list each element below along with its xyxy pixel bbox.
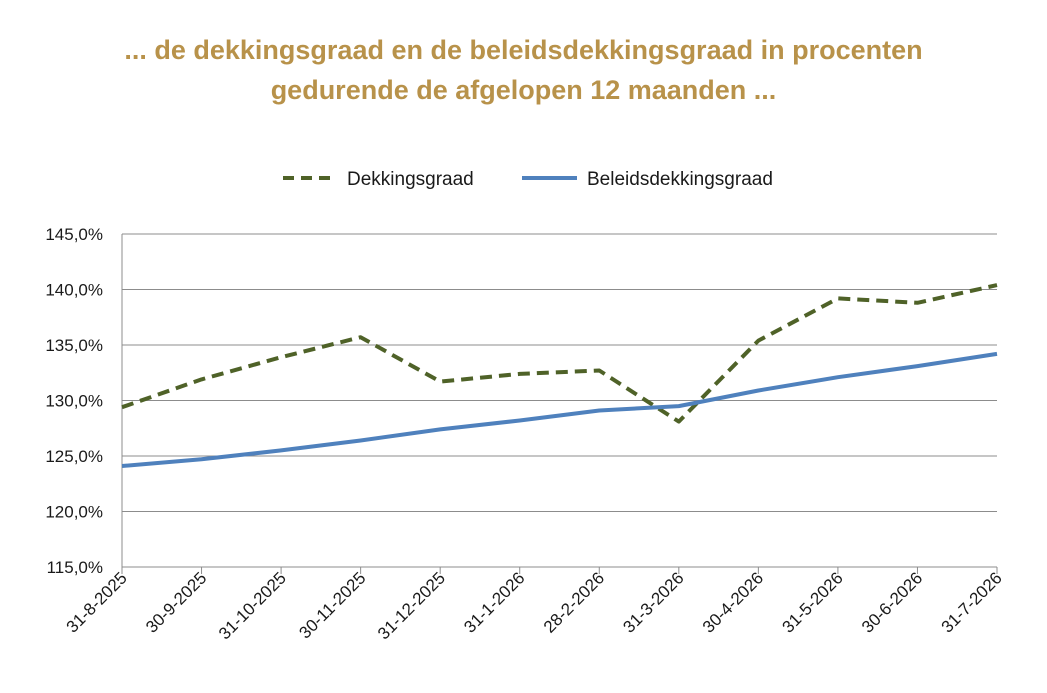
gridlines xyxy=(122,233,997,512)
y-tick-label: 115,0% xyxy=(47,558,103,577)
x-tick-label: 30-11-2025 xyxy=(295,568,369,642)
chart-title: ... de dekkingsgraad en de beleidsdekkin… xyxy=(0,30,1047,110)
legend-label-beleidsdekkingsgraad: Beleidsdekkingsgraad xyxy=(587,169,773,190)
x-tick-label: 31-3-2026 xyxy=(619,568,687,636)
series-line-dekkingsgraad xyxy=(121,283,998,424)
x-tick-label: 30-4-2026 xyxy=(699,568,767,636)
x-axis-tick-labels: 31-8-2025 30-9-2025 31-10-2025 30-11-2025 31… xyxy=(63,568,1006,643)
y-axis-tick-labels: 115,0% 120,0% 125,0% 130,0% 135,0% 140,0% 145,… xyxy=(45,225,103,577)
y-tick-label: 140,0% xyxy=(45,281,103,300)
series-line-beleidsdekkingsgraad xyxy=(121,351,998,468)
x-tick-label: 28-2-2026 xyxy=(540,568,608,636)
y-tick-label: 125,0% xyxy=(45,447,103,466)
legend-label-dekkingsgraad: Dekkingsgraad xyxy=(347,169,474,190)
y-tick-label: 120,0% xyxy=(45,503,103,522)
x-tick-label: 31-5-2026 xyxy=(778,568,846,636)
x-tick-label: 31-1-2026 xyxy=(460,568,528,636)
axes xyxy=(121,234,998,574)
x-tick-label: 31-7-2026 xyxy=(938,568,1006,636)
x-tick-label: 31-8-2025 xyxy=(63,568,131,636)
legend: Dekkingsgraad Beleidsdekkingsgraad xyxy=(283,169,773,190)
x-tick-label: 30-6-2026 xyxy=(858,568,926,636)
y-tick-label: 135,0% xyxy=(45,336,103,355)
y-tick-label: 130,0% xyxy=(45,392,103,411)
y-tick-label: 145,0% xyxy=(45,225,103,244)
x-tick-label: 31-12-2025 xyxy=(374,568,449,643)
chart-title-line-2: gedurende de afgelopen 12 maanden ... xyxy=(270,75,777,105)
x-tick-label: 31-10-2025 xyxy=(215,568,290,643)
x-tick-label: 30-9-2025 xyxy=(142,568,210,636)
series-lines xyxy=(121,283,998,468)
chart-title-line-1: ... de dekkingsgraad en de beleidsdekkin… xyxy=(124,35,923,65)
